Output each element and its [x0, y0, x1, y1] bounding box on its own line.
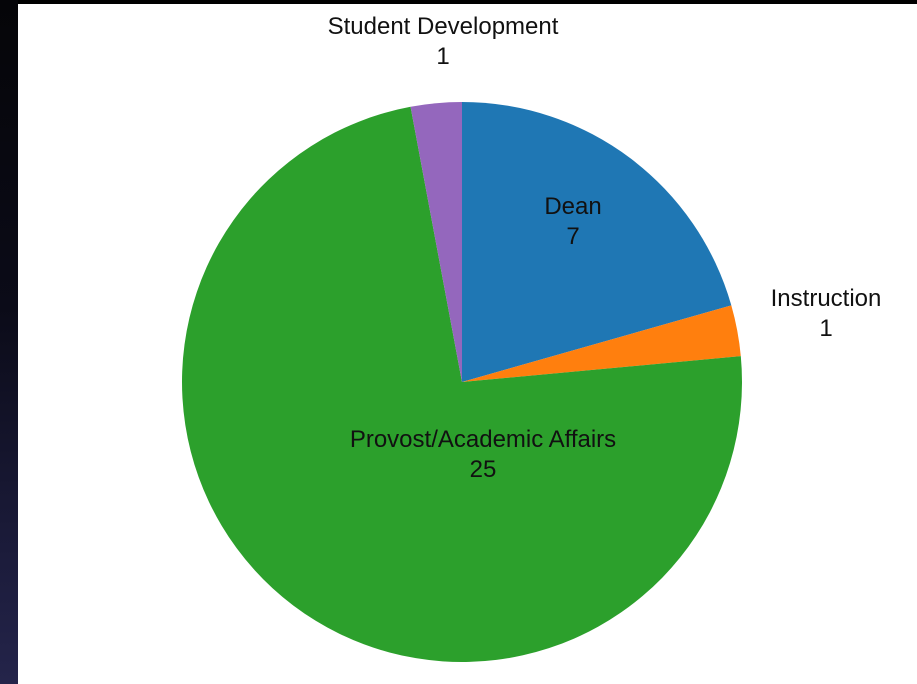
window-edge-background	[0, 0, 18, 684]
slice-label-dean: Dean	[544, 193, 601, 220]
slice-value-dean: 7	[566, 223, 579, 250]
slice-value-student-development: 1	[436, 43, 449, 70]
slice-value-instruction: 1	[819, 315, 832, 342]
pie-slice-provost-academic-affairs	[181, 106, 742, 663]
slice-label-provost-academic-affairs: Provost/Academic Affairs	[350, 426, 616, 453]
pie-chart: Dean 7 Instruction 1 Provost/Academic Affair…	[181, 13, 882, 663]
slice-value-provost-academic-affairs: 25	[470, 456, 497, 483]
pie-slice-student-development	[410, 102, 462, 382]
chart-panel: Dean 7 Instruction 1 Provost/Academic Affair…	[18, 4, 917, 684]
pie-slice-dean	[462, 102, 732, 382]
pie-slice-instruction	[462, 305, 741, 382]
slice-label-student-development: Student Development	[328, 13, 559, 40]
slice-label-instruction: Instruction	[771, 285, 882, 312]
